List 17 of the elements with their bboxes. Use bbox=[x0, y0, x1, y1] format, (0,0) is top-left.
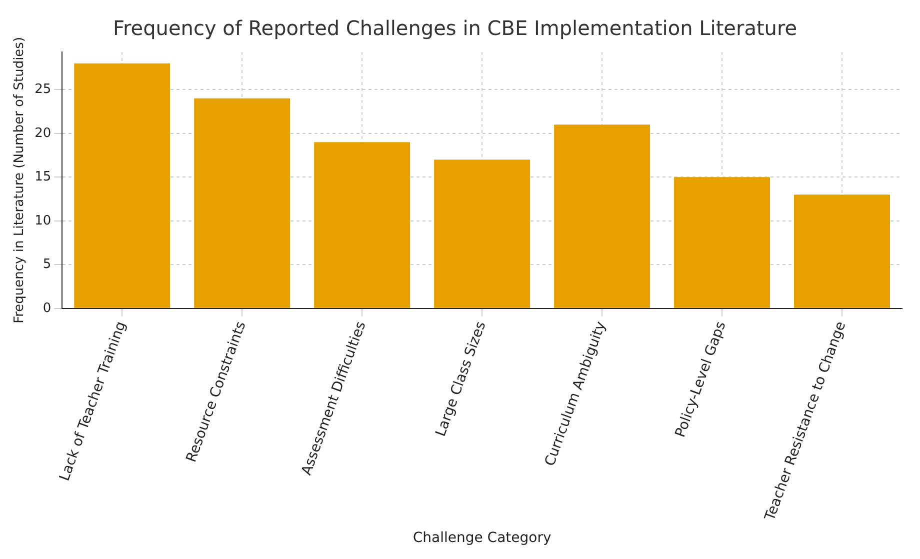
y-tick-label: 20 bbox=[34, 126, 52, 141]
y-axis-title: Frequency in Literature (Number of Studies) bbox=[12, 36, 28, 324]
y-tick-label: 15 bbox=[34, 170, 52, 185]
y-tick-label: 0 bbox=[42, 300, 52, 316]
chart-title: Frequency of Reported Challenges in CBE Implementation Literature bbox=[112, 16, 798, 40]
bar bbox=[794, 194, 890, 308]
bar bbox=[434, 160, 530, 308]
y-tick-label: 10 bbox=[34, 213, 52, 228]
bar bbox=[314, 142, 410, 308]
y-tick-label: 5 bbox=[42, 257, 52, 272]
x-tick-label: Large Class Sizes bbox=[432, 319, 490, 439]
bar bbox=[554, 124, 650, 308]
x-axis-title: Challenge Category bbox=[412, 530, 552, 546]
bar bbox=[74, 63, 170, 308]
bar bbox=[194, 98, 290, 308]
bar bbox=[674, 177, 770, 308]
y-tick-label: 25 bbox=[34, 82, 52, 98]
